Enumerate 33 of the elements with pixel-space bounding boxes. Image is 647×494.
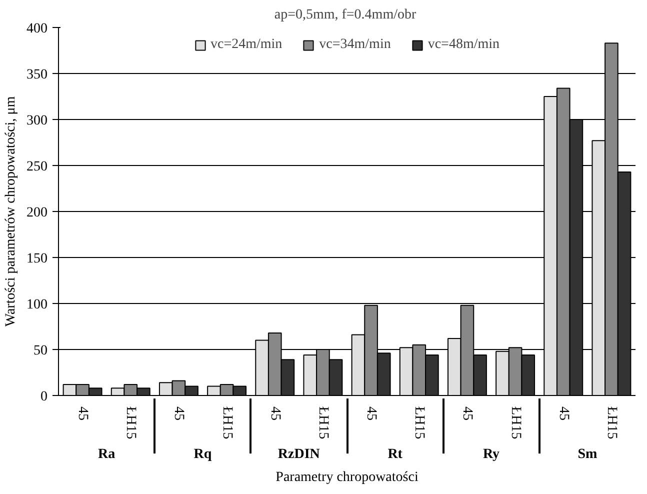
x-tick-label: ŁH15 [604,406,619,440]
text: RzDIN [278,447,320,462]
text: Rt [388,447,403,462]
x-tick-label: 45 [75,406,90,420]
text: Ry [482,447,500,462]
x-tick-label: ŁH15 [123,406,138,440]
text: Rq [194,447,212,462]
y-tick-label: 50 [34,344,48,358]
y-tick-label: 0 [40,390,48,404]
y-tick-label: 300 [26,114,48,128]
y-tick-label: 400 [26,22,48,36]
x-tick-label: 45 [364,406,379,420]
y-tick-label: 150 [26,252,48,266]
y-tick-label: 350 [26,68,48,82]
legend-label: vc=48m/min [428,37,500,53]
x-tick-label: ŁH15 [219,406,234,440]
x-tick-label: 45 [460,406,475,420]
x-tick-label: ŁH15 [315,406,330,440]
x-axis-title: Parametry chropowatości [276,470,418,486]
y-tick-label: 200 [26,206,48,220]
text: Sm [578,447,598,462]
text: Ra [98,447,116,462]
legend-label: vc=24m/min [210,37,282,53]
y-tick-label: 100 [26,298,48,312]
x-tick-label: ŁH15 [508,406,523,440]
x-tick-label: 45 [267,406,282,420]
x-tick-label: ŁH15 [412,406,427,440]
y-tick-label: 250 [26,160,48,174]
chart-subtitle: ap=0,5mm, f=0.4mm/obr [274,8,416,22]
x-tick-label: 45 [171,406,186,420]
y-axis-title: Wartości parametrów chropowatości, μm [4,96,18,327]
legend-label: vc=34m/min [319,37,391,53]
x-tick-label: 45 [556,406,571,420]
